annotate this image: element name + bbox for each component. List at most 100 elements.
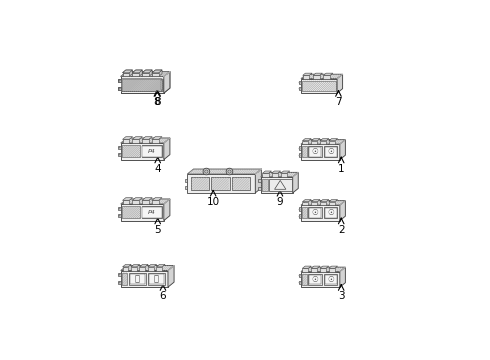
Polygon shape: [164, 72, 170, 93]
Polygon shape: [324, 274, 337, 285]
Polygon shape: [152, 137, 162, 139]
Polygon shape: [185, 179, 187, 181]
Text: 6: 6: [160, 291, 166, 301]
Circle shape: [228, 170, 231, 173]
Polygon shape: [122, 137, 133, 139]
Polygon shape: [152, 201, 159, 204]
Polygon shape: [142, 137, 152, 139]
Polygon shape: [122, 267, 128, 270]
Polygon shape: [340, 267, 345, 287]
Polygon shape: [142, 198, 152, 201]
Polygon shape: [132, 73, 139, 76]
Polygon shape: [302, 146, 307, 157]
Polygon shape: [143, 207, 162, 217]
Polygon shape: [132, 70, 143, 73]
Polygon shape: [121, 72, 170, 76]
Polygon shape: [320, 199, 329, 202]
Polygon shape: [298, 281, 301, 284]
Polygon shape: [132, 201, 139, 204]
Polygon shape: [311, 268, 317, 271]
Polygon shape: [302, 139, 311, 141]
Polygon shape: [185, 186, 187, 189]
Polygon shape: [293, 172, 298, 193]
Bar: [299, 148, 300, 149]
Polygon shape: [132, 139, 139, 143]
Polygon shape: [129, 273, 146, 285]
Polygon shape: [261, 172, 298, 177]
Polygon shape: [302, 268, 308, 271]
Polygon shape: [148, 264, 157, 267]
Polygon shape: [311, 202, 317, 205]
Polygon shape: [308, 146, 322, 157]
Polygon shape: [131, 264, 140, 267]
Polygon shape: [301, 144, 340, 159]
Polygon shape: [320, 268, 326, 271]
Polygon shape: [258, 179, 261, 183]
Text: 5: 5: [154, 225, 161, 235]
Polygon shape: [119, 281, 121, 284]
Polygon shape: [313, 73, 322, 75]
Text: 10: 10: [207, 197, 220, 207]
Polygon shape: [324, 146, 337, 157]
Text: Ⓕ: Ⓕ: [154, 274, 159, 283]
Bar: [119, 215, 120, 216]
Polygon shape: [262, 179, 268, 191]
Polygon shape: [298, 147, 301, 149]
Polygon shape: [168, 266, 174, 287]
Bar: [119, 88, 120, 89]
Polygon shape: [302, 199, 311, 202]
Polygon shape: [302, 266, 311, 268]
Polygon shape: [142, 70, 152, 73]
Polygon shape: [132, 137, 143, 139]
Bar: [119, 80, 120, 81]
Polygon shape: [148, 267, 153, 270]
Polygon shape: [131, 267, 137, 270]
Polygon shape: [122, 73, 129, 76]
Polygon shape: [298, 153, 301, 157]
Polygon shape: [149, 70, 152, 76]
Polygon shape: [309, 208, 321, 217]
Polygon shape: [119, 214, 121, 217]
Polygon shape: [320, 141, 326, 144]
Polygon shape: [232, 176, 250, 190]
Polygon shape: [187, 174, 255, 193]
Polygon shape: [301, 79, 337, 93]
Polygon shape: [261, 177, 293, 193]
Polygon shape: [329, 266, 338, 268]
Polygon shape: [298, 81, 301, 84]
Polygon shape: [161, 80, 163, 90]
Polygon shape: [119, 207, 121, 210]
Polygon shape: [122, 145, 140, 157]
Polygon shape: [119, 79, 121, 82]
Polygon shape: [152, 70, 162, 73]
Polygon shape: [301, 271, 340, 287]
Polygon shape: [164, 72, 170, 93]
Polygon shape: [320, 139, 329, 141]
Polygon shape: [329, 268, 335, 271]
Polygon shape: [281, 171, 290, 173]
Polygon shape: [121, 72, 170, 76]
Polygon shape: [298, 87, 301, 90]
Polygon shape: [142, 73, 149, 76]
Text: ☉: ☉: [312, 147, 318, 156]
Polygon shape: [122, 73, 129, 76]
Polygon shape: [271, 173, 278, 177]
Polygon shape: [263, 173, 269, 177]
Polygon shape: [309, 147, 321, 157]
Polygon shape: [164, 138, 170, 159]
Polygon shape: [121, 266, 174, 270]
Text: 8: 8: [154, 97, 161, 107]
Polygon shape: [324, 275, 337, 284]
Polygon shape: [130, 274, 145, 284]
Polygon shape: [298, 215, 301, 217]
Polygon shape: [122, 198, 133, 201]
Text: ☉: ☉: [327, 208, 334, 217]
Polygon shape: [263, 171, 271, 173]
Polygon shape: [121, 199, 170, 204]
Polygon shape: [323, 73, 333, 75]
Polygon shape: [337, 74, 343, 93]
Bar: [119, 88, 120, 89]
Polygon shape: [302, 202, 308, 205]
Text: 3: 3: [338, 291, 344, 301]
Polygon shape: [340, 140, 345, 159]
